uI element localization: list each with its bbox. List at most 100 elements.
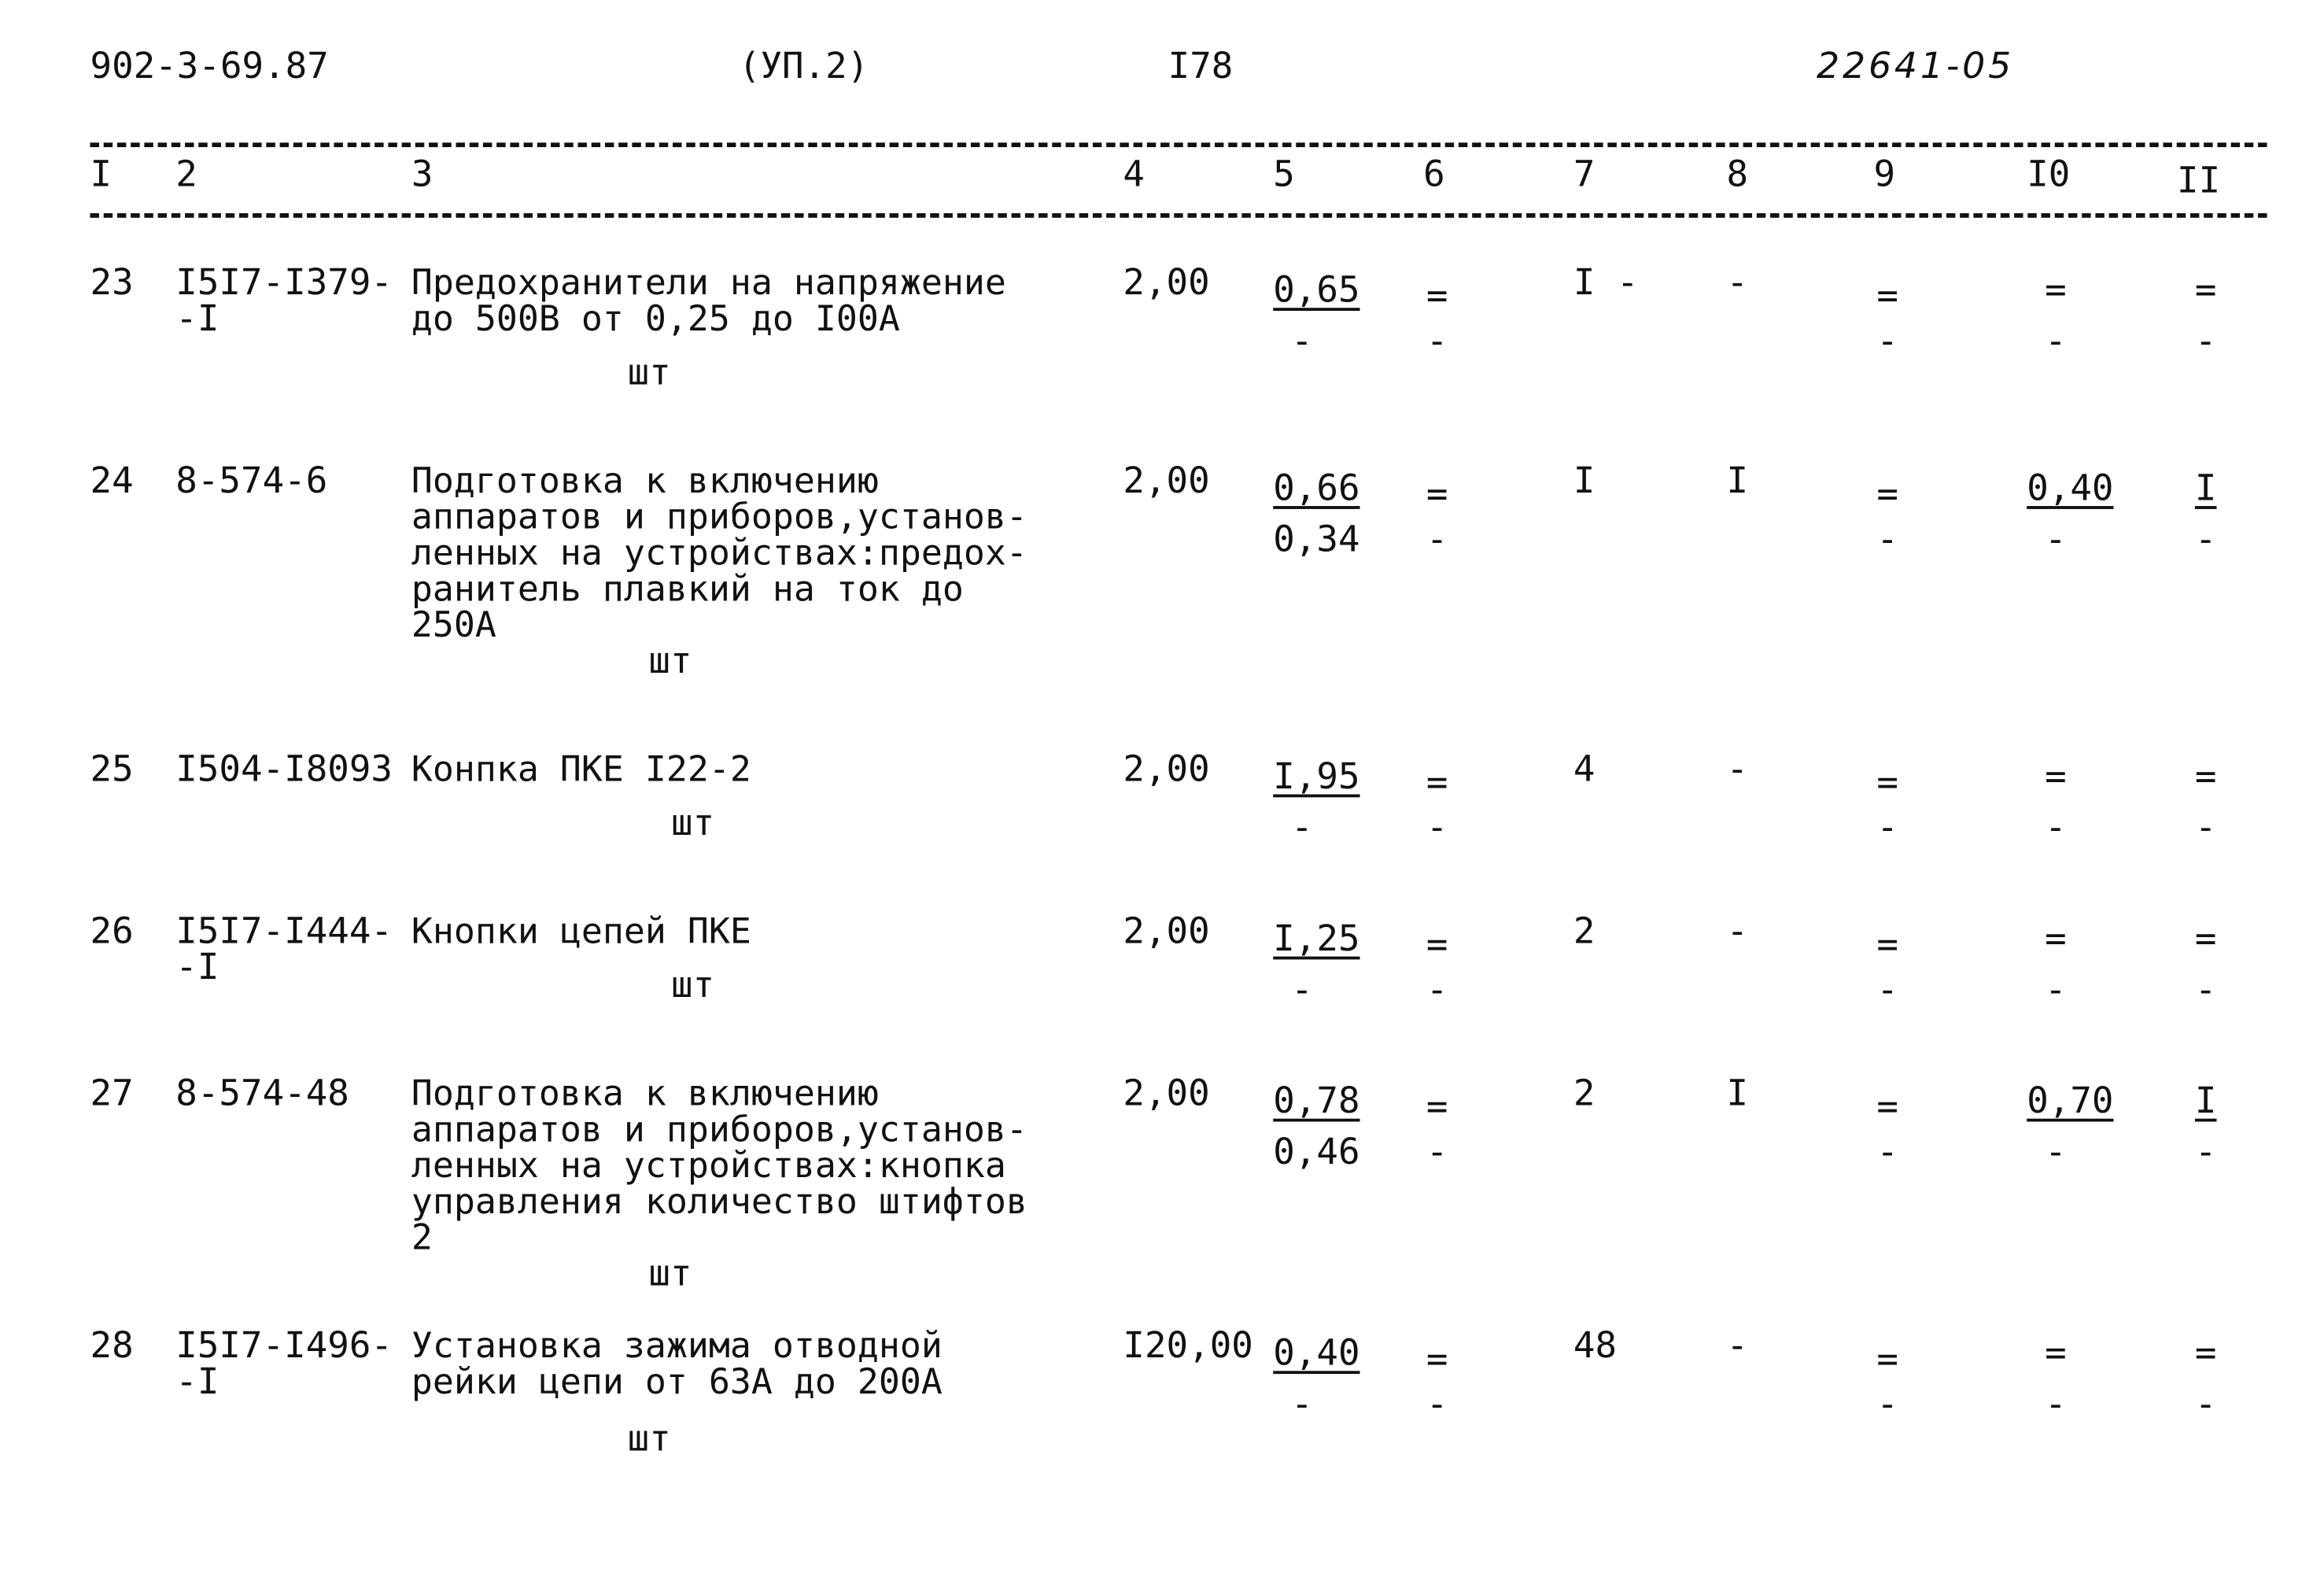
item-description-line: аппаратов и приборов,установ- bbox=[411, 1108, 1027, 1150]
row-number: 23 bbox=[90, 261, 134, 304]
quantity: 2,00 bbox=[1123, 459, 1210, 502]
cell-c9: - bbox=[1876, 806, 1898, 849]
column-header-9: 9 bbox=[1873, 153, 1896, 196]
cell-c11: - bbox=[2194, 518, 2217, 560]
item-description-line: рейки цепи от 63А до 200А bbox=[411, 1360, 943, 1403]
quantity: 2,00 bbox=[1123, 261, 1210, 304]
column-header-10: I0 bbox=[2027, 153, 2071, 196]
cell-c6: - bbox=[1426, 518, 1448, 560]
cell-c6: - bbox=[1426, 319, 1448, 362]
item-unit: шт bbox=[648, 1252, 692, 1294]
cell-c7: I bbox=[1573, 459, 1595, 502]
cell-c10: = bbox=[2045, 268, 2067, 312]
cell-c8: - bbox=[1726, 910, 1749, 952]
item-description-line: ленных на устройствах:предох- bbox=[411, 531, 1027, 574]
cell-c11: - bbox=[2194, 319, 2217, 362]
item-description-line: до 500В от 0,25 до I00А bbox=[411, 297, 900, 340]
item-unit: шт bbox=[627, 1417, 671, 1460]
cell-c10: = bbox=[2045, 1331, 2067, 1375]
doc-code: 902-3-69.87 bbox=[90, 45, 329, 87]
cell-c6: = bbox=[1426, 275, 1448, 317]
item-description-line: ранитель плавкий на ток до bbox=[411, 567, 964, 610]
cell-c5: I,95 bbox=[1273, 755, 1360, 798]
item-description-line: Конпка ПКЕ I22-2 bbox=[411, 748, 751, 790]
cell-c9: - bbox=[1876, 518, 1898, 560]
item-description-line: 250А bbox=[411, 604, 496, 646]
column-header-4: 4 bbox=[1123, 153, 1145, 196]
cell-c11: I bbox=[2194, 467, 2217, 509]
item-unit: шт bbox=[648, 639, 692, 682]
cell-c6: = bbox=[1426, 1338, 1448, 1380]
page-number: I78 bbox=[1168, 45, 1234, 87]
item-unit: шт bbox=[627, 351, 671, 393]
header-divider-bottom bbox=[90, 212, 2267, 218]
cell-c8: - bbox=[1726, 748, 1749, 790]
cell-c5: - bbox=[1291, 968, 1313, 1011]
cell-c5: 0,66 bbox=[1273, 467, 1360, 509]
column-header-1: I bbox=[90, 153, 113, 196]
cell-c10: 0,40 bbox=[2027, 467, 2114, 509]
item-code: I5I7-I444- bbox=[175, 910, 393, 952]
cell-c9: = bbox=[1876, 275, 1898, 317]
item-code: 8-574-6 bbox=[175, 459, 328, 502]
item-description-line: Кнопки цепей ПКЕ bbox=[411, 910, 751, 952]
cell-c6: = bbox=[1426, 761, 1448, 803]
quantity: 2,00 bbox=[1123, 748, 1210, 790]
cell-c7: 2 bbox=[1573, 910, 1595, 952]
cell-c9: - bbox=[1876, 968, 1898, 1011]
column-header-5: 5 bbox=[1273, 153, 1295, 196]
column-header-7: 7 bbox=[1573, 153, 1595, 196]
cell-c10: - bbox=[2045, 319, 2067, 362]
column-header-6: 6 bbox=[1423, 153, 1445, 196]
header-divider-top bbox=[90, 142, 2267, 148]
section-label: (УП.2) bbox=[738, 45, 869, 87]
cell-c5: 0,34 bbox=[1273, 518, 1360, 560]
item-description-line: Установка зажима отводной bbox=[411, 1324, 943, 1367]
cell-c9: - bbox=[1876, 1130, 1898, 1173]
cell-c10: = bbox=[2045, 755, 2067, 798]
cell-c6: = bbox=[1426, 1085, 1448, 1128]
cell-c9: - bbox=[1876, 1382, 1898, 1425]
column-header-11: II bbox=[2177, 159, 2221, 201]
row-number: 28 bbox=[90, 1324, 134, 1367]
cell-c10: 0,70 bbox=[2027, 1080, 2114, 1122]
cell-c11: = bbox=[2194, 917, 2217, 960]
row-number: 26 bbox=[90, 910, 134, 952]
cell-c6: = bbox=[1426, 923, 1448, 966]
item-unit: шт bbox=[671, 964, 715, 1006]
row-number: 25 bbox=[90, 748, 134, 790]
cell-c8: - bbox=[1726, 1324, 1749, 1367]
quantity: 2,00 bbox=[1123, 1072, 1210, 1114]
cell-c9: - bbox=[1876, 319, 1898, 362]
cell-c8: I bbox=[1726, 459, 1749, 502]
column-header-2: 2 bbox=[175, 153, 197, 196]
handwritten-number: 22641-05 bbox=[1817, 45, 2015, 87]
cell-c8: - bbox=[1726, 261, 1749, 304]
cell-c10: - bbox=[2045, 518, 2067, 560]
column-header-8: 8 bbox=[1726, 153, 1749, 196]
cell-c9: = bbox=[1876, 1338, 1898, 1380]
item-code: I5I7-I379- bbox=[175, 261, 393, 304]
cell-c11: = bbox=[2194, 755, 2217, 798]
item-code: 8-574-48 bbox=[175, 1072, 349, 1114]
cell-c8: I bbox=[1726, 1072, 1749, 1114]
cell-c6: = bbox=[1426, 473, 1448, 515]
cell-c6: - bbox=[1426, 968, 1448, 1011]
cell-c11: - bbox=[2194, 1382, 2217, 1425]
item-description-line: Предохранители на напряжение bbox=[411, 261, 1006, 304]
cell-c11: = bbox=[2194, 1331, 2217, 1375]
cell-c7: 48 bbox=[1573, 1324, 1618, 1367]
cell-c11: - bbox=[2194, 806, 2217, 849]
cell-c9: = bbox=[1876, 473, 1898, 515]
cell-c10: - bbox=[2045, 1382, 2067, 1425]
cell-c5: 0,78 bbox=[1273, 1080, 1360, 1122]
item-unit: шт bbox=[671, 802, 715, 844]
cell-c5: 0,46 bbox=[1273, 1130, 1360, 1173]
item-description-line: Подготовка к включению bbox=[411, 1072, 879, 1114]
cell-c6: - bbox=[1426, 1130, 1448, 1173]
cell-c10: = bbox=[2045, 917, 2067, 960]
cell-c5: - bbox=[1291, 319, 1313, 362]
cell-c7: 4 bbox=[1573, 748, 1595, 790]
cell-c11: - bbox=[2194, 968, 2217, 1011]
